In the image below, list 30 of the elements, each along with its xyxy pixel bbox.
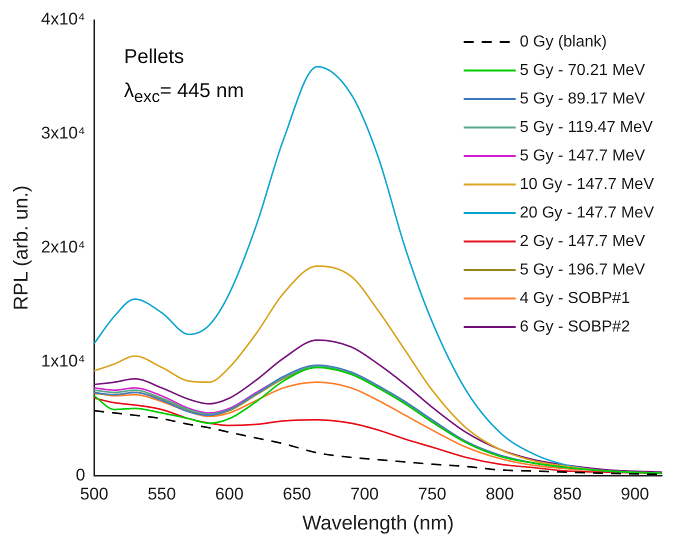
x-axis-title: Wavelength (nm) xyxy=(302,512,454,535)
legend-label: 0 Gy (blank) xyxy=(520,33,607,50)
legend-label: 5 Gy - 89.17 MeV xyxy=(520,90,646,108)
legend-label: 10 Gy - 147.7 MeV xyxy=(520,176,654,193)
annotation: λ$_{exc}$= 445 nm xyxy=(124,79,244,108)
y-tick-label: 1x10⁴ xyxy=(40,351,86,370)
y-axis-title: RPL (arb. un.) xyxy=(10,185,33,310)
y-tick-label: 3x10⁴ xyxy=(40,124,86,143)
x-tick-label: 850 xyxy=(553,484,582,504)
legend-label: 20 Gy - 147.7 MeV xyxy=(520,204,654,222)
y-tick-label: 2x10⁴ xyxy=(40,237,86,256)
y-tick-label: 4x10⁴ xyxy=(40,10,86,29)
legend-label: 2 Gy - 147.7 MeV xyxy=(520,232,646,250)
x-tick-label: 750 xyxy=(418,484,446,504)
x-tick-label: 700 xyxy=(350,484,379,504)
y-tick-label: 0 xyxy=(76,465,86,484)
legend-label: 5 Gy - 196.7 MeV xyxy=(520,261,646,278)
x-tick-label: 550 xyxy=(148,484,176,504)
x-tick-label: 600 xyxy=(215,484,244,504)
x-tick-label: 650 xyxy=(282,484,312,504)
legend-label: 6 Gy - SOBP#2 xyxy=(520,318,630,336)
legend-label: 5 Gy - 119.47 MeV xyxy=(520,118,654,136)
annotation: Pellets xyxy=(124,45,186,70)
x-tick-label: 800 xyxy=(486,484,514,504)
x-tick-label: 500 xyxy=(80,484,108,504)
legend-label: 4 Gy - SOBP#1 xyxy=(520,290,630,307)
legend-label: 5 Gy - 70.21 MeV xyxy=(520,62,646,79)
line-series xyxy=(94,339,662,473)
legend-label: 5 Gy - 147.7 MeV xyxy=(520,147,646,164)
x-tick-label: 900 xyxy=(620,484,650,504)
